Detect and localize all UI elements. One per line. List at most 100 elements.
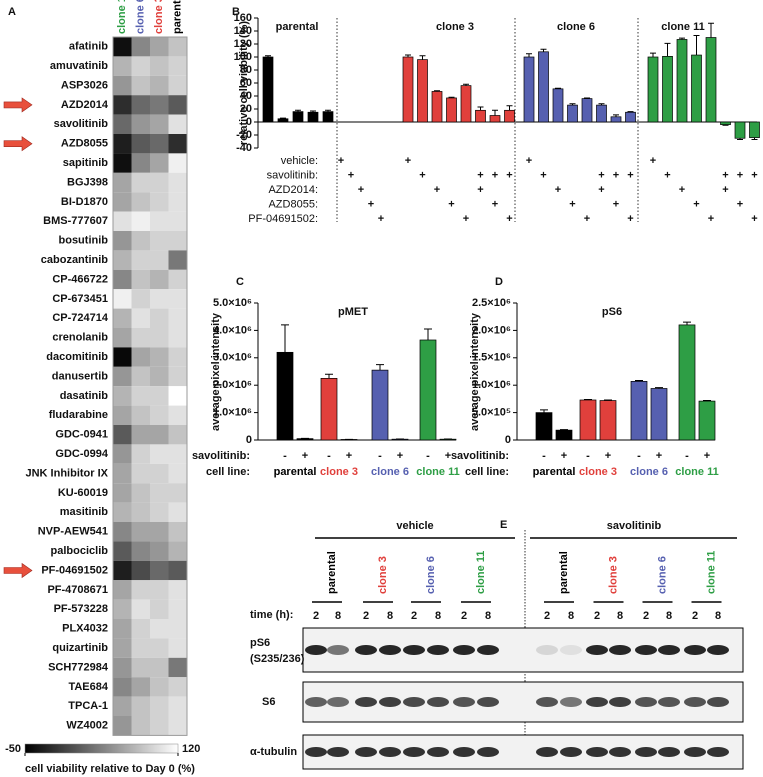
heatmap-cell [150, 289, 169, 309]
treatment-sign: - [586, 450, 590, 462]
heatmap-cell [113, 386, 132, 406]
blot-band [305, 645, 327, 655]
heatmap-cell [150, 502, 169, 522]
heatmap-cell [168, 483, 187, 503]
bar [446, 97, 457, 123]
treatment-mark: + [722, 184, 728, 196]
heatmap-cell [113, 483, 132, 503]
treatment-sign: + [656, 450, 662, 462]
heatmap-cell [113, 289, 132, 309]
treatment-sign: + [605, 450, 611, 462]
blot-band [453, 697, 475, 707]
heatmap-cell [168, 231, 187, 251]
heatmap-cell [131, 192, 150, 212]
blot-band [305, 697, 327, 707]
group-label: clone 3 [436, 21, 474, 33]
error-bar [604, 399, 612, 401]
heatmap-cell [113, 347, 132, 367]
heatmap-cell [168, 211, 187, 231]
y-tick-label: 1.5×10⁶ [472, 352, 511, 364]
heatmap-cell [150, 134, 169, 154]
row-label: CP-724714 [52, 312, 109, 324]
heatmap-cell [131, 289, 150, 309]
heatmap-cell [168, 75, 187, 96]
blot-band [684, 645, 706, 655]
treatment-sign: + [704, 450, 710, 462]
bar [625, 111, 636, 123]
row-label: TPCA-1 [68, 700, 108, 712]
heatmap-cell [113, 599, 132, 619]
y-tick-label: 0 [505, 434, 511, 446]
row-label: SCH772984 [48, 661, 109, 673]
blot-band [355, 747, 377, 757]
error-bar [434, 90, 440, 92]
heatmap-cell [131, 463, 150, 484]
bar [307, 111, 319, 123]
heatmap-frame [112, 36, 188, 736]
row-label: AZD2014 [61, 99, 109, 111]
panel-letter: B [232, 6, 240, 18]
row-label: quizartinib [52, 642, 108, 654]
time-value: 2 [594, 610, 600, 622]
blot-band [635, 747, 657, 757]
bar [552, 88, 564, 123]
treatment-mark: + [598, 169, 604, 181]
treatment-sign: + [302, 450, 308, 462]
time-value: 2 [411, 610, 417, 622]
blot-band [477, 697, 499, 707]
error-bar [540, 48, 547, 52]
heatmap-cell [131, 425, 150, 445]
heatmap-cell [131, 677, 150, 697]
heatmap-cell [150, 231, 169, 251]
error-bar [463, 83, 469, 86]
bar [371, 369, 389, 441]
heatmap-cell [113, 522, 132, 542]
heatmap-cell [150, 463, 169, 484]
treatment-mark: + [338, 155, 344, 167]
bar [475, 109, 486, 123]
heatmap-cell [131, 541, 150, 561]
heatmap-cell [113, 541, 132, 561]
arrow [3, 562, 33, 579]
chart-title: pS6 [602, 306, 622, 318]
heatmap-cell [168, 444, 187, 464]
bar [678, 324, 696, 441]
blot-row-label: (S235/236) [250, 653, 305, 665]
row-label: BGJ398 [67, 176, 108, 188]
heatmap-cell [113, 502, 132, 522]
error-bar [526, 53, 532, 57]
bar [504, 109, 515, 123]
error-bar [655, 387, 663, 389]
treatment-mark: + [419, 169, 425, 181]
blot-band [707, 697, 729, 707]
error-bar [376, 364, 384, 371]
error-bar [295, 109, 301, 112]
row-label: TAE684 [68, 681, 108, 693]
row-label: cabozantinib [41, 254, 109, 266]
time-value: 2 [692, 610, 698, 622]
heatmap-cell [168, 56, 187, 76]
blot-band [586, 697, 608, 707]
heatmap-cell [150, 716, 169, 736]
column-label: parental [172, 0, 184, 34]
heatmap-cell [168, 463, 187, 484]
heatmap-cell [113, 308, 132, 328]
heatmap-cell [168, 405, 187, 425]
error-bar [584, 97, 590, 99]
row-label: KU-60019 [58, 487, 108, 499]
cell-line-label: clone 6 [371, 466, 409, 478]
heatmap-cell [150, 75, 169, 96]
treatment-mark: + [358, 184, 364, 196]
heatmap-cell [131, 599, 150, 619]
treatment-sign: - [378, 450, 382, 462]
row-label: PF-4708671 [47, 584, 108, 596]
blot-band [635, 697, 657, 707]
heatmap-cell [150, 599, 169, 619]
bar [567, 104, 578, 123]
blot-band [536, 645, 558, 655]
row-label: PF-573228 [54, 603, 108, 615]
error-bar [265, 55, 271, 57]
heatmap-cell [150, 405, 169, 425]
chart-title: pMET [338, 306, 368, 318]
error-bar [569, 103, 576, 106]
